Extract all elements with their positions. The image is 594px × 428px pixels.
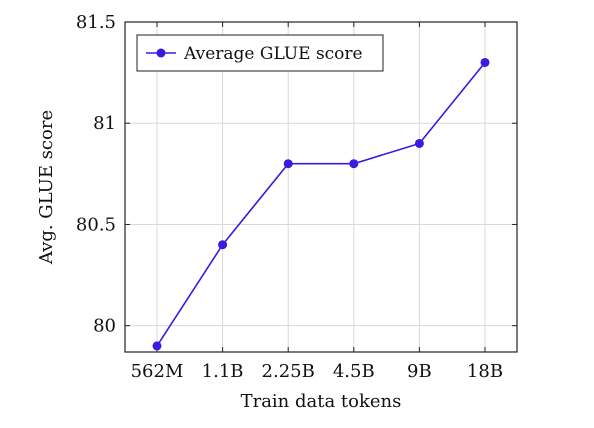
y-tick-label: 80 xyxy=(93,316,116,337)
x-tick-label: 1.1B xyxy=(202,361,244,382)
x-axis-title: Train data tokens xyxy=(241,391,402,412)
y-axis-title: Avg. GLUE score xyxy=(36,110,57,265)
y-tick-label: 81 xyxy=(93,113,116,134)
legend-marker xyxy=(156,48,166,58)
legend-box xyxy=(136,34,384,72)
data-point xyxy=(152,341,162,351)
x-tick-label: 2.25B xyxy=(262,361,315,382)
data-point xyxy=(218,240,228,250)
data-point xyxy=(283,159,293,169)
plot-frame xyxy=(124,21,518,353)
data-point xyxy=(349,159,359,169)
ticks xyxy=(125,21,517,352)
x-tick-label: 9B xyxy=(407,361,432,382)
series-line xyxy=(156,61,486,347)
x-tick-label: 18B xyxy=(467,361,503,382)
x-tick-label: 4.5B xyxy=(333,361,375,382)
data-point xyxy=(414,138,424,148)
y-tick-labels: 80 80.5 81 81.5 xyxy=(76,12,116,337)
legend-label: Average GLUE score xyxy=(183,44,363,64)
legend: Average GLUE score xyxy=(136,34,384,72)
series-layer xyxy=(152,57,490,351)
data-point xyxy=(480,57,490,67)
y-tick-label: 81.5 xyxy=(76,12,116,33)
x-tick-label: 562M xyxy=(131,361,184,382)
x-tick-labels: 562M 1.1B 2.25B 4.5B 9B 18B xyxy=(131,361,503,382)
y-tick-label: 80.5 xyxy=(76,214,116,235)
